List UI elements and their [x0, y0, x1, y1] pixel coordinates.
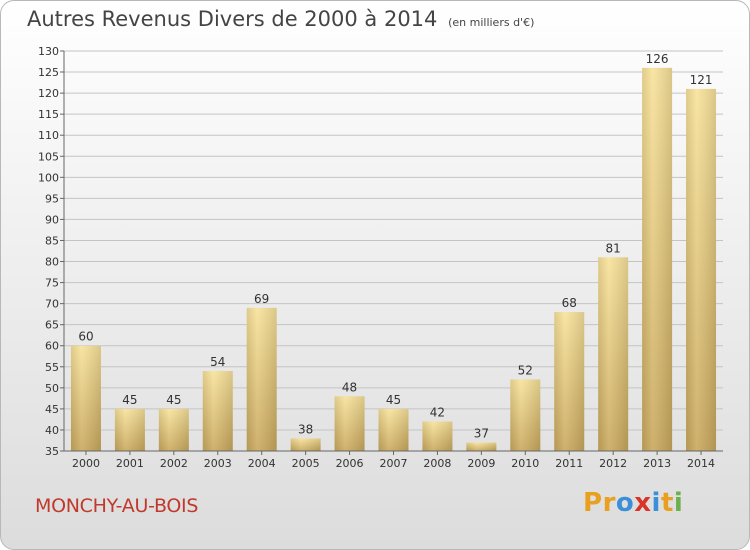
data-label: 48 — [342, 380, 357, 394]
y-tick-label: 125 — [38, 66, 59, 79]
data-label: 126 — [646, 52, 669, 66]
bar-shading — [70, 345, 101, 451]
proxiti-logo: Proxiti — [583, 488, 683, 518]
y-tick-label: 95 — [45, 192, 59, 205]
data-label: 42 — [430, 406, 445, 420]
chart-title-text: Autres Revenus Divers de 2000 à 2014 — [27, 7, 438, 31]
data-label: 45 — [386, 393, 401, 407]
y-tick-label: 75 — [45, 277, 59, 290]
data-label: 69 — [254, 292, 269, 306]
x-tick-label: 2007 — [380, 457, 408, 470]
data-label: 37 — [474, 427, 489, 441]
y-tick-label: 65 — [45, 319, 59, 332]
x-tick-label: 2005 — [292, 457, 320, 470]
x-tick-label: 2009 — [467, 457, 495, 470]
bar-shading — [114, 408, 145, 451]
bar-shading — [202, 371, 233, 451]
y-tick-label: 70 — [45, 298, 59, 311]
y-tick-label: 120 — [38, 87, 59, 100]
y-tick-label: 90 — [45, 213, 59, 226]
y-tick-label: 105 — [38, 150, 59, 163]
x-tick-label: 2008 — [423, 457, 451, 470]
y-tick-label: 130 — [38, 45, 59, 58]
x-tick-label: 2003 — [204, 457, 232, 470]
bar-shading — [290, 438, 321, 451]
y-tick-label: 55 — [45, 361, 59, 374]
data-label: 38 — [298, 422, 313, 436]
bar-shading — [246, 307, 277, 451]
location-name: MONCHY-AU-BOIS — [35, 495, 199, 517]
bar-shading — [510, 379, 541, 451]
y-tick-label: 100 — [38, 171, 59, 184]
data-label: 52 — [518, 363, 533, 377]
y-tick-label: 115 — [38, 108, 59, 121]
logo-letter: r — [602, 488, 616, 518]
data-label: 54 — [210, 355, 225, 369]
y-tick-label: 60 — [45, 340, 59, 353]
x-tick-label: 2000 — [72, 457, 100, 470]
x-tick-label: 2014 — [687, 457, 715, 470]
logo-letter: o — [615, 488, 635, 518]
logo-letter: P — [583, 488, 603, 518]
y-tick-label: 35 — [45, 445, 59, 458]
y-tick-label: 85 — [45, 234, 59, 247]
y-tick-label: 80 — [45, 256, 59, 269]
x-tick-label: 2004 — [248, 457, 276, 470]
logo-letter: i — [673, 488, 684, 518]
data-label: 45 — [122, 393, 137, 407]
x-tick-label: 2010 — [511, 457, 539, 470]
x-tick-label: 2002 — [160, 457, 188, 470]
chart-unit-label: (en milliers d'€) — [448, 16, 535, 29]
x-tick-label: 2006 — [336, 457, 364, 470]
bar-shading — [334, 396, 365, 451]
logo-letter: t — [660, 488, 674, 518]
y-tick-label: 45 — [45, 403, 59, 416]
chart-title: Autres Revenus Divers de 2000 à 2014 (en… — [27, 7, 534, 31]
bar-shading — [554, 312, 585, 451]
bar-shading — [378, 408, 409, 451]
y-tick-label: 50 — [45, 382, 59, 395]
data-label: 68 — [562, 296, 577, 310]
data-label: 45 — [166, 393, 181, 407]
bar-shading — [158, 408, 189, 451]
bar-shading — [422, 421, 453, 451]
logo-letter: x — [634, 488, 652, 518]
x-tick-label: 2012 — [599, 457, 627, 470]
bar-shading — [686, 88, 717, 451]
bar-shading — [642, 67, 673, 451]
data-label: 60 — [78, 330, 93, 344]
data-label: 121 — [690, 73, 713, 87]
y-tick-label: 110 — [38, 129, 59, 142]
y-tick-label: 40 — [45, 424, 59, 437]
x-tick-label: 2011 — [555, 457, 583, 470]
logo-letter: i — [651, 488, 661, 518]
bar-shading — [466, 442, 497, 451]
bar-shading — [598, 257, 629, 451]
x-tick-label: 2013 — [643, 457, 671, 470]
x-tick-label: 2001 — [116, 457, 144, 470]
data-label: 81 — [606, 241, 621, 255]
